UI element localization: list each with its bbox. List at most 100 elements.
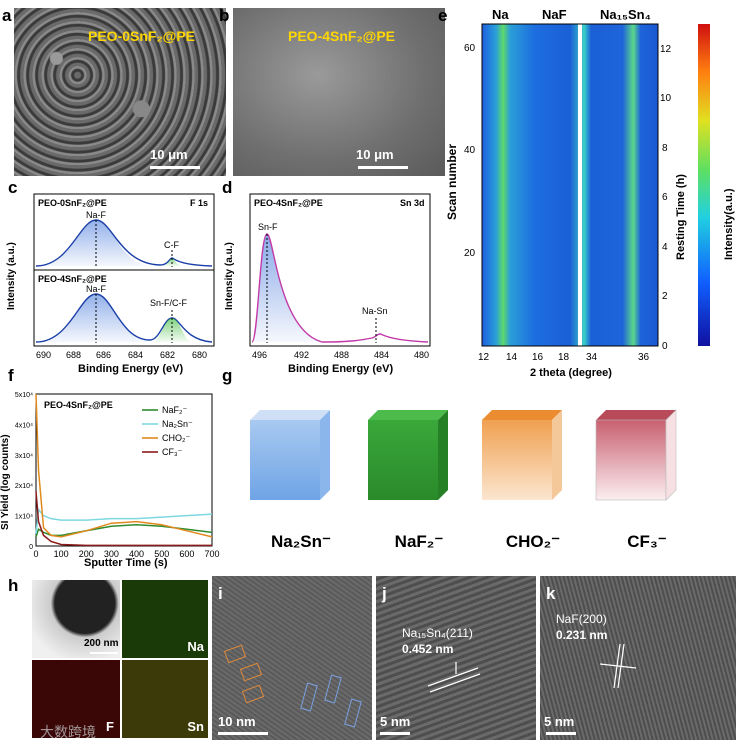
panel-e-xtick: 36 xyxy=(638,352,650,363)
panel-e-ytick: 60 xyxy=(464,43,476,54)
panel-c-bot-nafill xyxy=(40,294,150,342)
panel-c-top-nafill xyxy=(40,220,150,266)
panel-h-scale-text: 200 nm xyxy=(84,638,119,649)
panel-d-title: PEO-4SnF₂@PE xyxy=(254,198,323,208)
panel-b-scalebar xyxy=(358,166,408,169)
panel-d-xtick: 496 xyxy=(252,350,267,360)
panel-e-top-naf: NaF xyxy=(542,7,567,22)
panel-c-ylabel: Intensity (a.u.) xyxy=(6,242,17,310)
panel-e-map xyxy=(482,24,658,346)
panel-c-xtick: 680 xyxy=(192,350,207,360)
panel-j-label: Na₁₅Sn₄(211) xyxy=(402,626,473,640)
panel-f-ylabel: SI Yield (log counts) xyxy=(0,434,11,530)
panel-d-ylabel: Intensity (a.u.) xyxy=(224,242,235,310)
panel-e-colorbar xyxy=(698,24,710,346)
panel-j-scale-text: 5 nm xyxy=(380,714,411,729)
panel-a-letter: a xyxy=(2,6,12,25)
panel-f-legend-label: CF₃⁻ xyxy=(162,447,183,457)
panel-f-xlabel: Sputter Time (s) xyxy=(84,557,168,569)
panel-c-xtick: 690 xyxy=(36,350,51,360)
panel-e-xtick: 18 xyxy=(558,352,570,363)
panel-d-snf-fill xyxy=(252,234,322,342)
panel-e-rtick: 6 xyxy=(662,192,668,203)
panel-j-letter: j xyxy=(382,584,387,603)
panel-i-boxes xyxy=(223,644,362,728)
panel-h-letter: h xyxy=(8,576,19,595)
panel-e-right-ticks: 0 2 4 6 8 10 12 xyxy=(660,44,672,352)
panel-e-xlabel: 2 theta (degree) xyxy=(530,367,612,379)
panel-c-xticks: 690 688 686 684 682 680 xyxy=(36,350,207,360)
cube-cho2 xyxy=(482,410,562,500)
spacing-arrow-icon xyxy=(599,663,637,669)
panel-c-bot-peak2: Sn-F/C-F xyxy=(150,298,188,308)
panel-f-xtick: 100 xyxy=(54,549,69,559)
panel-e-xtick: 34 xyxy=(586,352,598,363)
panel-c-top-peak2: C-F xyxy=(164,240,179,250)
panel-d-xtick: 488 xyxy=(334,350,349,360)
cube-label-cf3: CF₃⁻ xyxy=(627,532,667,551)
panel-d-xps: PEO-4SnF₂@PE Sn 3d Sn-F Na-Sn Intensity … xyxy=(224,193,431,375)
panel-b-scale-text: 10 μm xyxy=(356,147,394,162)
panel-f-ytick: 2x10⁴ xyxy=(15,483,33,490)
panel-f-series-line xyxy=(35,393,213,538)
panel-f-lines xyxy=(35,393,213,547)
panel-c-top-peak1: Na-F xyxy=(86,210,107,220)
panel-c-bottom-title: PEO-4SnF₂@PE xyxy=(38,274,107,284)
panel-k-scale-text: 5 nm xyxy=(544,714,575,729)
panel-h-map-na: Na xyxy=(122,580,208,658)
panel-d-peak2: Na-Sn xyxy=(362,306,388,316)
map-sn-label: Sn xyxy=(187,719,204,734)
panel-e-xtick: 14 xyxy=(506,352,518,363)
panel-c-bot-peak1: Na-F xyxy=(86,284,107,294)
panel-k-label: NaF(200) xyxy=(556,612,607,626)
panel-i xyxy=(212,576,372,740)
panel-h-map-f: F xyxy=(32,660,120,738)
panel-j-fringes xyxy=(427,662,481,693)
panel-c-xtick: 682 xyxy=(160,350,175,360)
panel-d-xticks: 496 492 488 484 480 xyxy=(252,350,429,360)
map-na-label: Na xyxy=(187,639,204,654)
panel-d-frame xyxy=(249,193,431,347)
panel-k-spacing: 0.231 nm xyxy=(556,628,608,642)
panel-f-letter: f xyxy=(8,366,14,385)
panel-d-edge: Sn 3d xyxy=(400,198,425,208)
panel-e-rtick: 8 xyxy=(662,143,668,154)
panel-f-chart: PEO-4SnF₂@PE SI Yield (log counts) Sputt… xyxy=(0,392,220,569)
panel-e-top-na: Na xyxy=(492,7,509,22)
panel-a-scalebar xyxy=(150,166,200,169)
panel-e-axis-break xyxy=(578,24,582,346)
panel-f-ytick: 3x10⁴ xyxy=(15,453,33,460)
panel-e-xtick: 16 xyxy=(532,352,544,363)
panel-d-xtick: 480 xyxy=(414,350,429,360)
panel-f-xtick: 200 xyxy=(79,549,94,559)
panel-h-haadf xyxy=(32,580,120,658)
panel-e-xticks: 12 14 16 18 34 36 xyxy=(478,352,650,363)
panel-f-legend-label: NaF₂⁻ xyxy=(162,405,187,415)
cube-naf2 xyxy=(368,410,448,500)
panel-f-ytick: 1x10⁴ xyxy=(15,514,33,521)
panel-e-top-nasn: Na₁₅Sn₄ xyxy=(600,7,651,22)
panel-j xyxy=(376,576,536,740)
panel-c-top-title: PEO-0SnF₂@PE xyxy=(38,198,107,208)
panel-d-peak1: Sn-F xyxy=(258,222,278,232)
panel-d-xtick: 492 xyxy=(294,350,309,360)
panel-f-legend-label: CHO₂⁻ xyxy=(162,433,190,443)
panel-e-frame xyxy=(481,23,659,347)
panel-c-xtick: 684 xyxy=(128,350,143,360)
panel-c-xlabel: Binding Energy (eV) xyxy=(78,363,183,375)
panel-e-rtick: 10 xyxy=(660,93,672,104)
panel-e-rtick: 12 xyxy=(660,44,672,55)
panel-k xyxy=(540,576,736,740)
panel-i-scale-text: 10 nm xyxy=(218,714,256,729)
panel-c-xps: PEO-0SnF₂@PE F 1s Na-F C-F PEO-4SnF₂@PE … xyxy=(6,193,215,375)
panel-f-legend: NaF₂⁻ Na₂Sn⁻ CHO₂⁻ CF₃⁻ xyxy=(142,405,193,457)
panel-f-xtick: 700 xyxy=(204,549,219,559)
panel-c-xtick: 688 xyxy=(66,350,81,360)
panel-g-cubes xyxy=(250,409,677,501)
cube-label-na2sn: Na₂Sn⁻ xyxy=(271,532,331,551)
panel-k-fringes xyxy=(599,643,637,689)
panel-f-series-line xyxy=(35,491,212,547)
panel-j-scalebar xyxy=(380,732,410,735)
panel-e-ytick: 40 xyxy=(464,145,476,156)
panel-e-right-label: Resting Time (h) xyxy=(675,174,687,260)
